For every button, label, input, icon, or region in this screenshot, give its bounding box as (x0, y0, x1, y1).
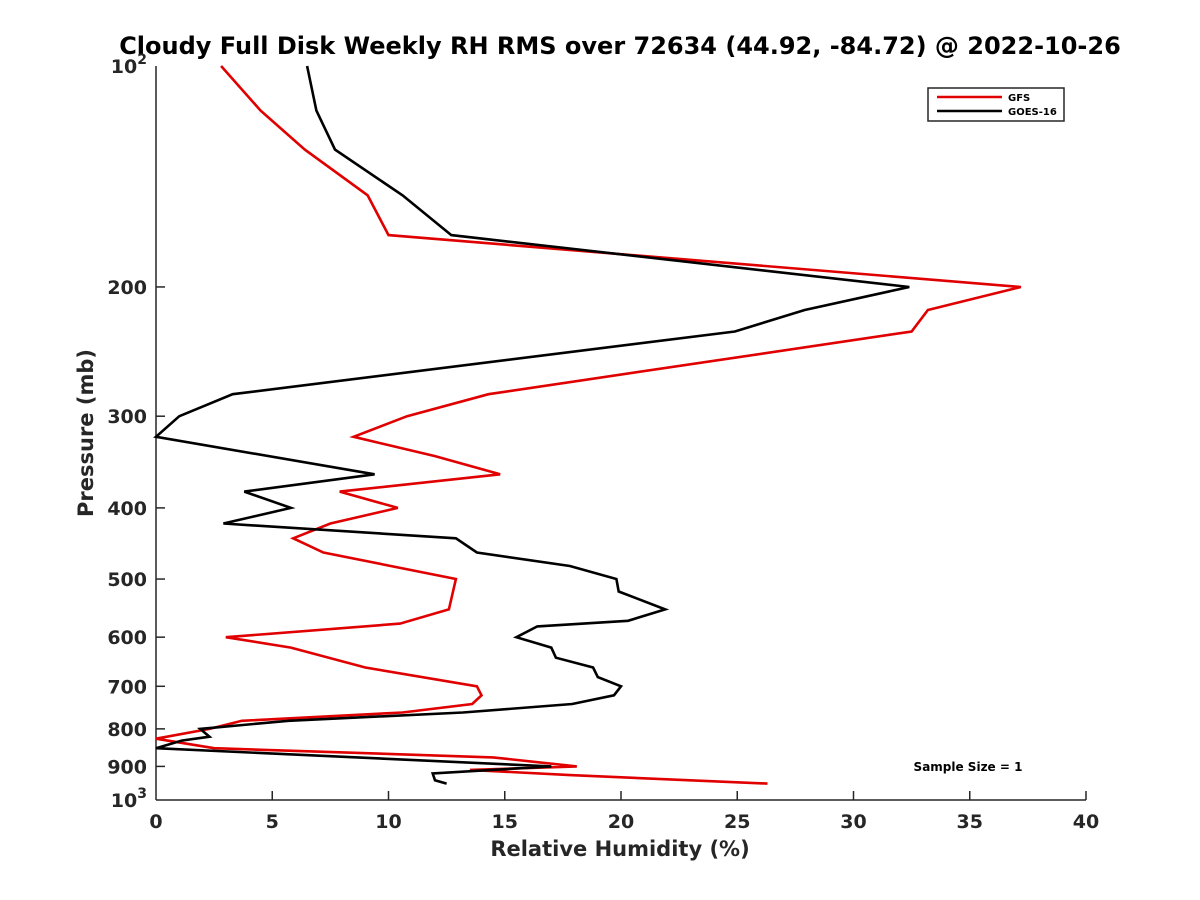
plot-frame (155, 66, 1086, 801)
x-tick-label: 30 (840, 811, 866, 833)
series-line-goes16 (153, 65, 910, 785)
y-tick-label: 700 (107, 676, 147, 698)
x-tick-label: 0 (149, 811, 162, 833)
y-tick-label: 500 (107, 569, 147, 591)
series-layer (153, 65, 1022, 785)
x-tick-label: 35 (957, 811, 983, 833)
x-tick-label: 25 (724, 811, 750, 833)
x-tick-label: 20 (608, 811, 634, 833)
x-axis-ticks: 0 5 10 15 20 25 30 35 40 (149, 791, 1099, 833)
y-axis-ticks: 102 200 300 400 500 600 700 800 900 103 (107, 52, 165, 812)
sample-size-annotation: Sample Size = 1 (914, 760, 1023, 774)
y-tick-label: 900 (107, 756, 147, 778)
x-axis-label: Relative Humidity (%) (490, 837, 749, 861)
y-tick-label: 103 (111, 786, 147, 812)
y-tick-label: 600 (107, 627, 147, 649)
y-axis-label: Pressure (mb) (74, 349, 98, 517)
legend: GFS GOES-16 (927, 87, 1065, 122)
legend-box (927, 87, 1065, 122)
y-tick-label: 800 (107, 719, 147, 741)
x-tick-label: 5 (266, 811, 279, 833)
series-line-gfs (155, 65, 1022, 785)
x-tick-label: 15 (492, 811, 518, 833)
legend-label-goes16: GOES-16 (1008, 107, 1057, 118)
x-tick-label: 10 (375, 811, 401, 833)
y-tick-label: 400 (107, 498, 147, 520)
chart-title: Cloudy Full Disk Weekly RH RMS over 7263… (119, 32, 1121, 60)
y-tick-label: 102 (111, 52, 147, 78)
x-tick-label: 40 (1073, 811, 1099, 833)
y-tick-label: 200 (107, 277, 147, 299)
legend-label-gfs: GFS (1008, 93, 1030, 104)
y-tick-label: 300 (107, 406, 147, 428)
